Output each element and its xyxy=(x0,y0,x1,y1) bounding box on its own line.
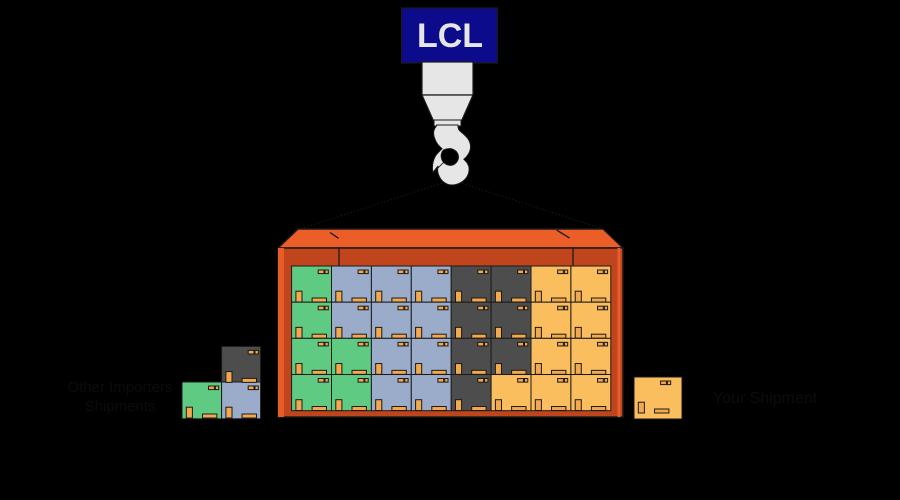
svg-text:Your Shipment: Your Shipment xyxy=(713,390,818,407)
svg-text:LCL: LCL xyxy=(417,17,483,55)
svg-text:Shipments: Shipments xyxy=(85,398,156,415)
svg-text:Other Importers: Other Importers xyxy=(67,379,172,396)
